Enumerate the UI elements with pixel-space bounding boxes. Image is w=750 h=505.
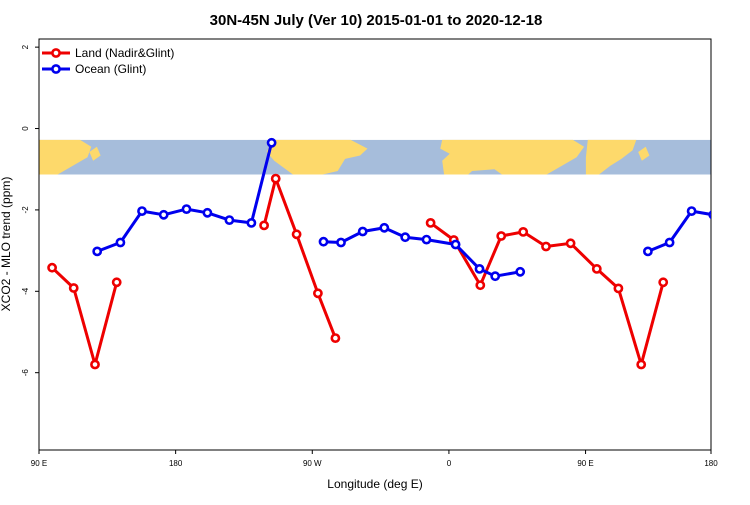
- data-point: [490, 271, 501, 282]
- data-point: [259, 220, 269, 231]
- data-point: [515, 266, 526, 277]
- y-axis-ticks: 2 0 -2 -4 -6: [21, 44, 39, 376]
- data-point: [357, 226, 368, 237]
- data-point: [47, 262, 57, 273]
- data-point: [158, 209, 169, 220]
- data-point: [181, 204, 192, 214]
- data-point: [425, 217, 436, 228]
- data-point: [111, 277, 122, 288]
- data-point: [246, 217, 257, 228]
- y-tick-label: -6: [21, 369, 30, 377]
- land-japan-2: [638, 146, 650, 161]
- legend: Land (Nadir&Glint) Ocean (Glint): [42, 46, 174, 76]
- legend-marker: [51, 48, 61, 58]
- map-land: [39, 139, 650, 175]
- land-asia: [39, 139, 92, 175]
- legend-label: Ocean (Glint): [75, 62, 146, 76]
- y-tick-label: 0: [21, 126, 30, 131]
- x-tick-label: 90 E: [31, 459, 47, 468]
- y-tick-label: -2: [21, 206, 30, 214]
- series-line: [647, 209, 711, 253]
- y-axis-label: XCO2 - MLO trend (ppm): [0, 177, 13, 312]
- x-tick-label: 180: [169, 459, 183, 468]
- data-point: [115, 237, 126, 248]
- data-point: [312, 288, 323, 299]
- x-axis-label: Longitude (deg E): [327, 477, 422, 491]
- land-north-america: [266, 139, 368, 175]
- data-point: [137, 206, 147, 216]
- data-point: [475, 280, 486, 291]
- data-point: [450, 239, 461, 250]
- land-japan: [89, 146, 101, 161]
- data-point: [591, 263, 602, 274]
- x-tick-label: 90 W: [303, 459, 322, 468]
- data-point: [613, 283, 624, 294]
- data-point: [318, 236, 329, 247]
- chart-title: 30N-45N July (Ver 10) 2015-01-01 to 2020…: [210, 12, 543, 29]
- data-point: [708, 210, 711, 220]
- data-point: [291, 229, 302, 240]
- data-point: [474, 263, 485, 274]
- world-map-band: [39, 139, 711, 175]
- data-point: [379, 222, 390, 233]
- land-europe-asia: [440, 139, 585, 175]
- data-point: [541, 241, 551, 252]
- series-1: [92, 137, 711, 282]
- data-point: [202, 207, 213, 218]
- data-point: [518, 226, 529, 237]
- data-point: [686, 206, 697, 216]
- legend-marker: [51, 64, 61, 74]
- y-tick-label: 2: [21, 44, 30, 49]
- series-layer: [47, 137, 711, 370]
- x-tick-label: 180: [704, 459, 718, 468]
- data-point: [658, 277, 669, 288]
- data-point: [90, 359, 100, 370]
- data-point: [266, 137, 277, 148]
- series-line: [323, 226, 521, 278]
- data-point: [270, 173, 281, 184]
- legend-label: Land (Nadir&Glint): [75, 46, 174, 60]
- data-point: [421, 234, 432, 245]
- x-tick-label: 0: [447, 459, 452, 468]
- y-tick-label: -4: [21, 287, 30, 295]
- data-point: [565, 238, 576, 249]
- data-point: [92, 246, 103, 257]
- data-point: [400, 232, 411, 243]
- data-point: [330, 333, 341, 343]
- series-line: [51, 266, 119, 366]
- data-point: [636, 359, 647, 370]
- data-point: [496, 231, 507, 241]
- data-point: [664, 237, 675, 248]
- x-tick-label: 90 E: [577, 459, 593, 468]
- data-point: [68, 283, 79, 293]
- data-point: [643, 246, 653, 257]
- data-point: [336, 237, 346, 248]
- land-asia-east: [585, 139, 637, 175]
- plot-frame: [38, 38, 712, 451]
- series-line: [262, 177, 337, 339]
- data-point: [224, 215, 235, 225]
- series-0: [47, 173, 669, 370]
- x-axis-ticks: 90 E 180 90 W 0 90 E 180: [31, 450, 718, 468]
